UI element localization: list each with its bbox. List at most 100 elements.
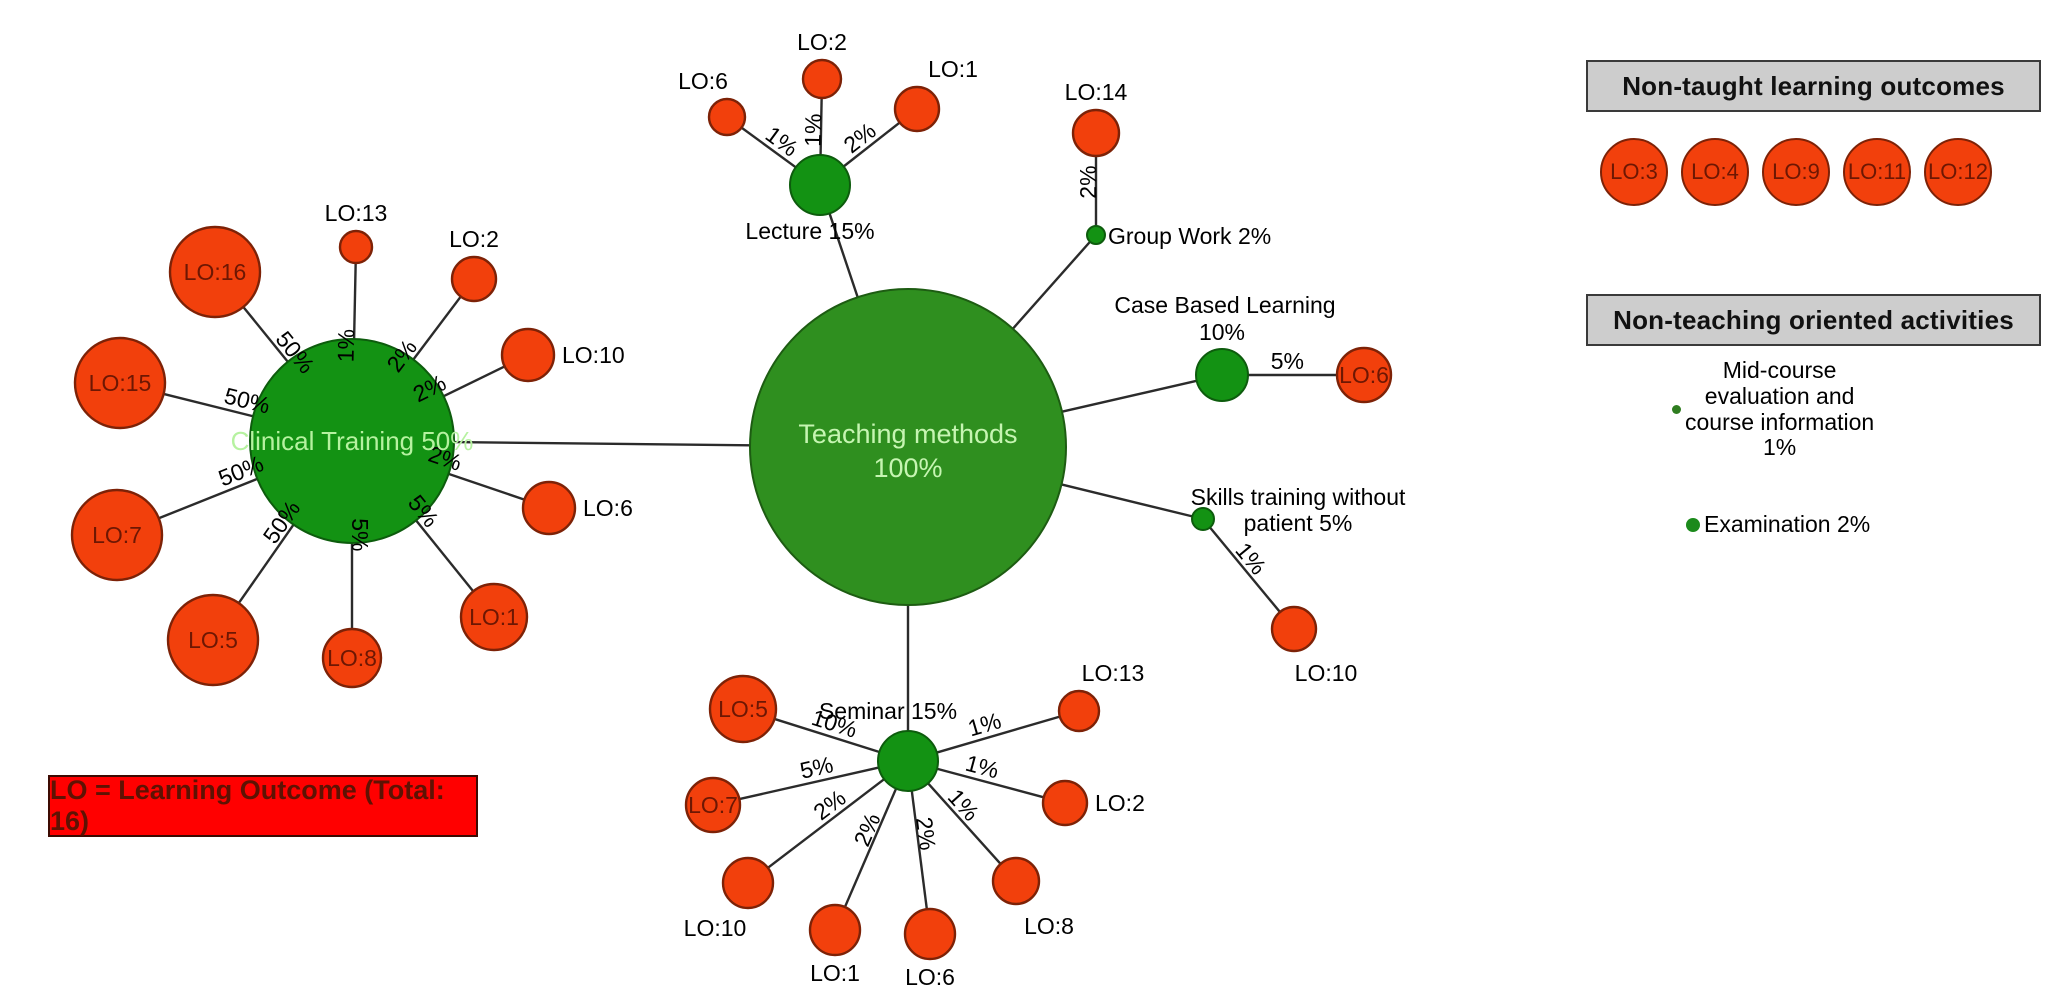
edge-teaching-to-groupwork xyxy=(1011,240,1091,330)
non-taught-lo-circle[interactable]: LO:12 xyxy=(1924,138,1992,206)
lecture-percent-1: 1% xyxy=(800,113,827,147)
skills-leaf-node-0[interactable] xyxy=(1270,605,1318,653)
non-taught-lo-circle[interactable]: LO:9 xyxy=(1762,138,1830,206)
clinical-leaf-node-5[interactable] xyxy=(459,582,529,652)
seminar-leaf-label-7: LO:13 xyxy=(1082,660,1145,686)
lecture-leaf-label-2: LO:1 xyxy=(928,56,978,82)
clinical-leaf-node-7[interactable] xyxy=(500,327,556,383)
non-teaching-panel-header: Non-teaching oriented activities xyxy=(1586,294,2041,346)
clinical-leaf-node-0[interactable] xyxy=(168,225,262,319)
non-taught-lo-label: LO:12 xyxy=(1928,159,1988,184)
edge-teaching-to-cbl xyxy=(1061,379,1197,413)
clinical-edge-2 xyxy=(158,477,258,520)
node-group-work[interactable] xyxy=(1086,225,1106,245)
seminar-leaf-node-7[interactable] xyxy=(1057,689,1101,733)
clinical-edge-0 xyxy=(242,306,289,363)
seminar-leaf-node-6[interactable] xyxy=(1041,779,1089,827)
groupwork-leaf-node-0[interactable] xyxy=(1071,108,1121,158)
activity-midcourse-label: Mid-course evaluation and course informa… xyxy=(1685,357,1875,461)
lecture-leaf-node-1[interactable] xyxy=(801,58,843,100)
seminar-edge-3 xyxy=(843,788,898,908)
seminar-leaf-node-5[interactable] xyxy=(991,856,1041,906)
clinical-leaf-node-3[interactable] xyxy=(166,593,260,687)
node-lecture[interactable] xyxy=(789,154,851,216)
non-taught-lo-circle[interactable]: LO:11 xyxy=(1843,138,1911,206)
seminar-edge-7 xyxy=(936,715,1061,754)
node-case-based-learning-value: 10% xyxy=(1199,319,1245,345)
clinical-leaf-node-2[interactable] xyxy=(70,488,164,582)
clinical-leaf-label-9: LO:13 xyxy=(325,200,388,226)
clinical-percent-4: 5% xyxy=(347,518,373,551)
lecture-leaf-label-1: LO:2 xyxy=(797,29,847,55)
seminar-percent-5: 1% xyxy=(943,784,985,826)
seminar-edge-4 xyxy=(910,790,929,910)
skills-percent-0: 1% xyxy=(1230,537,1271,579)
seminar-percent-7: 1% xyxy=(965,707,1004,741)
seminar-edge-5 xyxy=(927,782,1002,865)
node-case-based-learning[interactable] xyxy=(1195,348,1249,402)
cbl-leaf-label-0: LO:6 xyxy=(1339,362,1389,388)
seminar-edge-1 xyxy=(739,766,879,801)
lecture-leaf-node-2[interactable] xyxy=(893,85,941,133)
clinical-leaf-node-8[interactable] xyxy=(450,255,498,303)
lo-legend-label: LO = Learning Outcome (Total: 16) xyxy=(50,775,445,836)
node-clinical-training[interactable] xyxy=(249,338,455,544)
lecture-edge-2 xyxy=(842,121,901,168)
node-skills-training[interactable] xyxy=(1191,507,1215,531)
clinical-edge-6 xyxy=(448,472,525,501)
lecture-leaf-label-0: LO:6 xyxy=(678,68,728,94)
node-clinical-training-label: Clinical Training 50% xyxy=(231,426,474,456)
non-taught-lo-circle[interactable]: LO:3 xyxy=(1600,138,1668,206)
node-teaching-methods[interactable] xyxy=(749,288,1067,606)
node-seminar[interactable] xyxy=(877,730,939,792)
seminar-leaf-node-3[interactable] xyxy=(808,903,862,957)
clinical-leaf-node-9[interactable] xyxy=(338,229,374,265)
seminar-leaf-node-0[interactable] xyxy=(708,674,778,744)
bullet-dot-icon xyxy=(1672,405,1681,414)
clinical-leaf-label-5: LO:1 xyxy=(469,604,519,630)
seminar-leaf-label-3: LO:1 xyxy=(810,960,860,986)
seminar-edge-0 xyxy=(774,717,880,754)
clinical-leaf-node-4[interactable] xyxy=(321,627,383,689)
seminar-leaf-node-2[interactable] xyxy=(721,856,775,910)
clinical-edge-1 xyxy=(163,392,254,418)
cbl-leaf-node-0[interactable] xyxy=(1335,346,1393,404)
lecture-leaf-node-0[interactable] xyxy=(707,97,747,137)
clinical-leaf-label-8: LO:2 xyxy=(449,226,499,252)
seminar-percent-2: 2% xyxy=(808,784,850,825)
non-teaching-panel-title: Non-teaching oriented activities xyxy=(1613,304,2014,335)
node-teaching-methods-value: 100% xyxy=(873,453,942,483)
non-taught-lo-circle[interactable]: LO:4 xyxy=(1681,138,1749,206)
node-lecture-label: Lecture 15% xyxy=(745,218,874,244)
clinical-leaf-label-1: LO:15 xyxy=(89,370,152,396)
edge-teaching-to-clinical xyxy=(453,440,751,447)
groupwork-leaf-label-0: LO:14 xyxy=(1065,79,1128,105)
seminar-leaf-node-4[interactable] xyxy=(903,907,957,961)
activity-examination-label: Examination 2% xyxy=(1704,511,1871,537)
activity-item-midcourse: Mid-course evaluation and course informa… xyxy=(1672,357,1902,461)
node-case-based-learning-label: Case Based Learning xyxy=(1114,292,1335,318)
clinical-percent-9: 1% xyxy=(332,329,359,363)
clinical-edge-9 xyxy=(352,262,357,340)
seminar-leaf-node-1[interactable] xyxy=(684,776,742,834)
clinical-leaf-label-7: LO:10 xyxy=(562,342,625,368)
clinical-edge-8 xyxy=(412,295,462,361)
seminar-edge-2 xyxy=(767,778,885,869)
cbl-percent-0: 5% xyxy=(1271,348,1304,374)
clinical-edge-7 xyxy=(443,365,506,398)
non-taught-circles-row: LO:3 LO:4 LO:9 LO:11 LO:12 xyxy=(1600,138,1992,206)
clinical-leaf-node-1[interactable] xyxy=(73,336,167,430)
non-taught-lo-label: LO:11 xyxy=(1847,159,1907,184)
edge-teaching-to-skills xyxy=(1061,483,1193,518)
node-skills-training-value: patient 5% xyxy=(1244,510,1353,536)
clinical-leaf-label-3: LO:5 xyxy=(188,627,238,653)
clinical-leaf-label-6: LO:6 xyxy=(583,495,633,521)
skills-edge-0 xyxy=(1209,526,1281,613)
activity-item-examination: Examination 2% xyxy=(1686,511,1871,538)
lecture-edge-1 xyxy=(819,97,823,156)
clinical-leaf-node-6[interactable] xyxy=(521,480,577,536)
clinical-leaf-label-0: LO:16 xyxy=(184,259,247,285)
groupwork-percent-0: 2% xyxy=(1075,165,1101,198)
edge-teaching-to-lecture xyxy=(828,213,859,298)
